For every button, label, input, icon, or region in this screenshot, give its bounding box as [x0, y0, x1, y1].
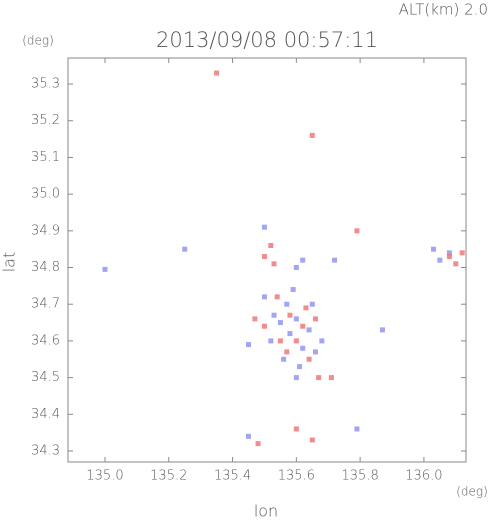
altitude: ALT(km) 2.0	[399, 1, 488, 19]
velocity-pixel	[261, 323, 267, 329]
velocity-pixel	[246, 342, 252, 348]
plot-frame	[67, 57, 467, 463]
velocity-pixel	[446, 250, 452, 256]
chart-title: 2013/09/08 00:57:11	[156, 28, 378, 52]
x-tick-label: 135.4	[214, 469, 251, 484]
velocity-pixel	[316, 375, 322, 381]
velocity-pixel	[293, 265, 299, 271]
velocity-pixel	[309, 437, 315, 443]
y-tick-label: 35.1	[31, 150, 60, 165]
velocity-pixel	[379, 327, 385, 333]
velocity-pixel	[309, 301, 315, 307]
velocity-pixel	[437, 257, 443, 263]
y-tick-label: 34.8	[31, 260, 60, 275]
velocity-pixel	[214, 70, 220, 76]
velocity-pixel	[261, 294, 267, 300]
x-unit: (deg)	[456, 485, 488, 499]
velocity-pixel	[300, 257, 306, 263]
y-tick-label: 34.4	[31, 407, 60, 422]
x-tick-label: 135.2	[150, 469, 187, 484]
velocity-pixel	[309, 132, 315, 138]
velocity-pixel	[306, 327, 312, 333]
velocity-pixel	[293, 375, 299, 381]
velocity-pixel	[281, 356, 287, 362]
velocity-pixel	[306, 356, 312, 362]
velocity-pixel	[459, 250, 465, 256]
y-tick-label: 34.3	[31, 443, 60, 458]
velocity-pixel	[312, 349, 318, 355]
velocity-pixel	[277, 320, 283, 326]
velocity-pixel	[284, 349, 290, 355]
velocity-pixel	[255, 441, 261, 447]
velocity-pixel	[446, 254, 452, 260]
velocity-pixel	[290, 287, 296, 293]
x-tick-label: 135.6	[278, 469, 315, 484]
velocity-pixel	[182, 246, 188, 252]
y-axis-label: lat	[0, 252, 19, 273]
velocity-pixel	[430, 246, 436, 252]
velocity-pixel	[271, 261, 277, 267]
velocity-pixel	[303, 305, 309, 311]
velocity-pixel	[261, 254, 267, 260]
velocity-pixel	[293, 316, 299, 322]
velocity-pixel	[268, 338, 274, 344]
velocity-pixel	[287, 312, 293, 318]
y-tick-label: 35.0	[31, 187, 60, 202]
velocity-pixel	[319, 338, 325, 344]
velocity-pixel	[293, 426, 299, 432]
x-tick-label: 135.0	[86, 469, 123, 484]
velocity-pixel	[271, 312, 277, 318]
x-tick-label: 136.0	[405, 469, 442, 484]
y-tick-label: 34.7	[31, 297, 60, 312]
velocity-pixel	[312, 316, 318, 322]
y-tick-label: 34.6	[31, 333, 60, 348]
velocity-pixel	[268, 243, 274, 249]
velocity-pixel	[252, 316, 258, 322]
y-unit: (deg)	[22, 34, 54, 48]
x-axis-label: lon	[254, 502, 278, 521]
velocity-pixel	[328, 375, 334, 381]
velocity-pixel	[293, 338, 299, 344]
velocity-pixel	[297, 364, 303, 370]
velocity-pixel	[332, 257, 338, 263]
velocity-pixel	[277, 338, 283, 344]
y-tick-label: 34.9	[31, 223, 60, 238]
velocity-pixel	[274, 294, 280, 300]
velocity-pixel	[354, 426, 360, 432]
y-tick-label: 35.3	[31, 77, 60, 92]
y-tick-label: 35.2	[31, 113, 60, 128]
velocity-pixel	[261, 224, 267, 230]
x-tick-label: 135.8	[342, 469, 379, 484]
velocity-pixel	[453, 261, 459, 267]
velocity-pixel	[354, 228, 360, 234]
velocity-pixel	[300, 345, 306, 351]
y-tick-label: 34.5	[31, 370, 60, 385]
velocity-pixel	[300, 323, 306, 329]
velocity-pixel	[246, 433, 252, 439]
velocity-pixel	[287, 331, 293, 337]
velocity-pixel	[284, 301, 290, 307]
velocity-pixel	[102, 266, 108, 272]
